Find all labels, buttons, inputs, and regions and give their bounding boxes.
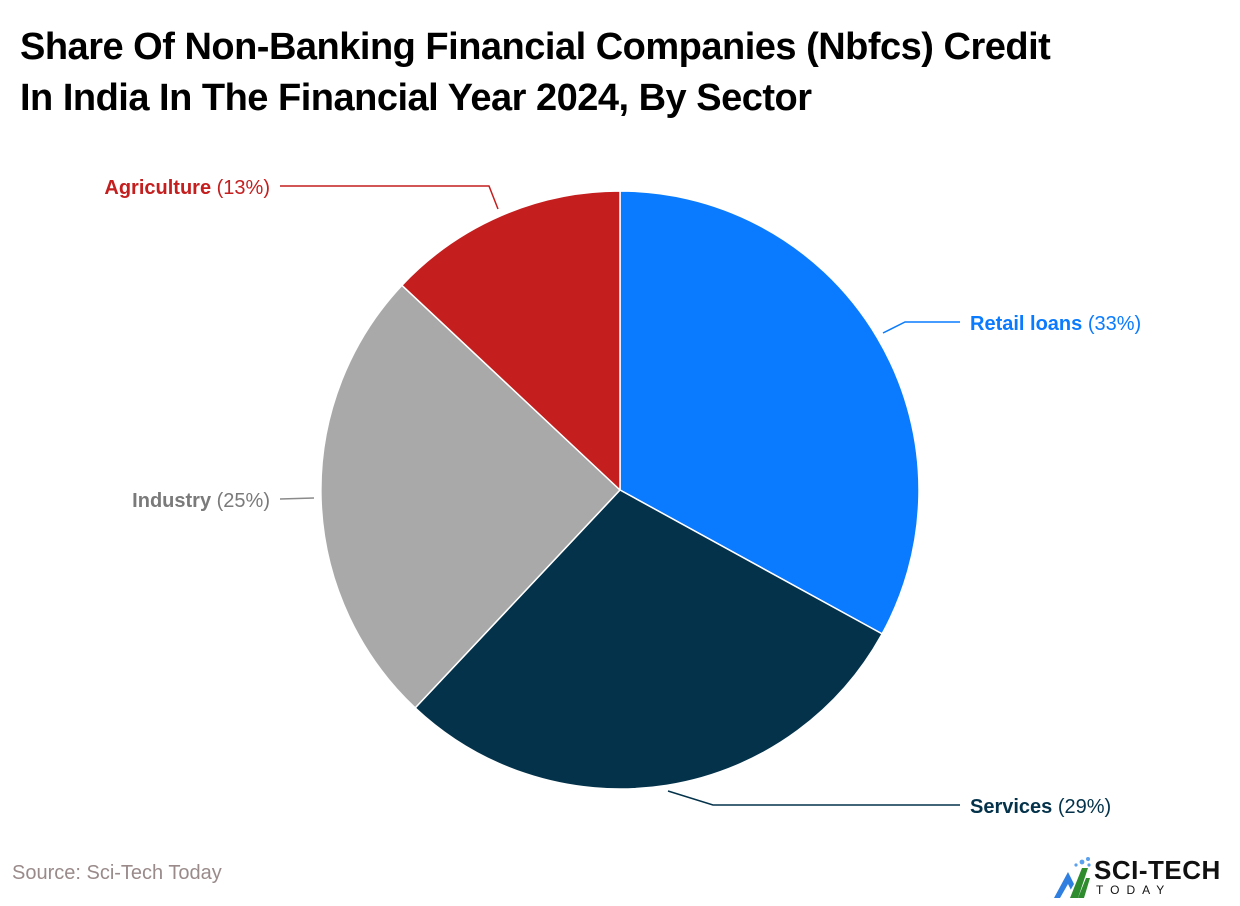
leader-line-industry: [279, 497, 315, 500]
label-retail-loans-name: Retail loans: [970, 313, 1082, 335]
slice-agriculture[interactable]: [401, 190, 621, 491]
label-agriculture-pct: (13%): [217, 177, 270, 199]
chart-title-line-2: In India In The Financial Year 2024, By …: [20, 77, 812, 119]
label-industry-pct: (25%): [217, 490, 270, 512]
chart-title: Share Of Non-Banking Financial Companies…: [20, 22, 1220, 124]
label-industry: Industry (25%): [132, 490, 270, 512]
logo-mark-icon: [1054, 857, 1091, 898]
label-retail-loans: Retail loans (33%): [970, 313, 1141, 335]
leader-line-services: [667, 790, 960, 806]
label-agriculture-name: Agriculture: [104, 177, 211, 199]
logo-subtitle: TODAY: [1096, 883, 1172, 897]
slice-industry[interactable]: [320, 284, 621, 709]
pie-slices: [320, 190, 920, 790]
source-note: Source: Sci-Tech Today: [12, 862, 222, 884]
sci-tech-today-logo: SCI-TECH TODAY: [1052, 852, 1232, 902]
label-services: Services (29%): [970, 796, 1111, 818]
chart-title-line-1: Share Of Non-Banking Financial Companies…: [20, 26, 1051, 68]
slice-retail-loans[interactable]: [619, 190, 920, 635]
slice-services[interactable]: [414, 489, 883, 790]
label-services-name: Services: [970, 796, 1052, 818]
logo-wordmark: SCI-TECH: [1094, 855, 1221, 885]
label-retail-loans-pct: (33%): [1088, 313, 1141, 335]
label-agriculture: Agriculture (13%): [104, 177, 270, 199]
leader-line-retail-loans: [882, 321, 960, 334]
label-services-pct: (29%): [1058, 796, 1111, 818]
label-industry-name: Industry: [132, 490, 212, 512]
leader-line-agriculture: [280, 185, 499, 210]
